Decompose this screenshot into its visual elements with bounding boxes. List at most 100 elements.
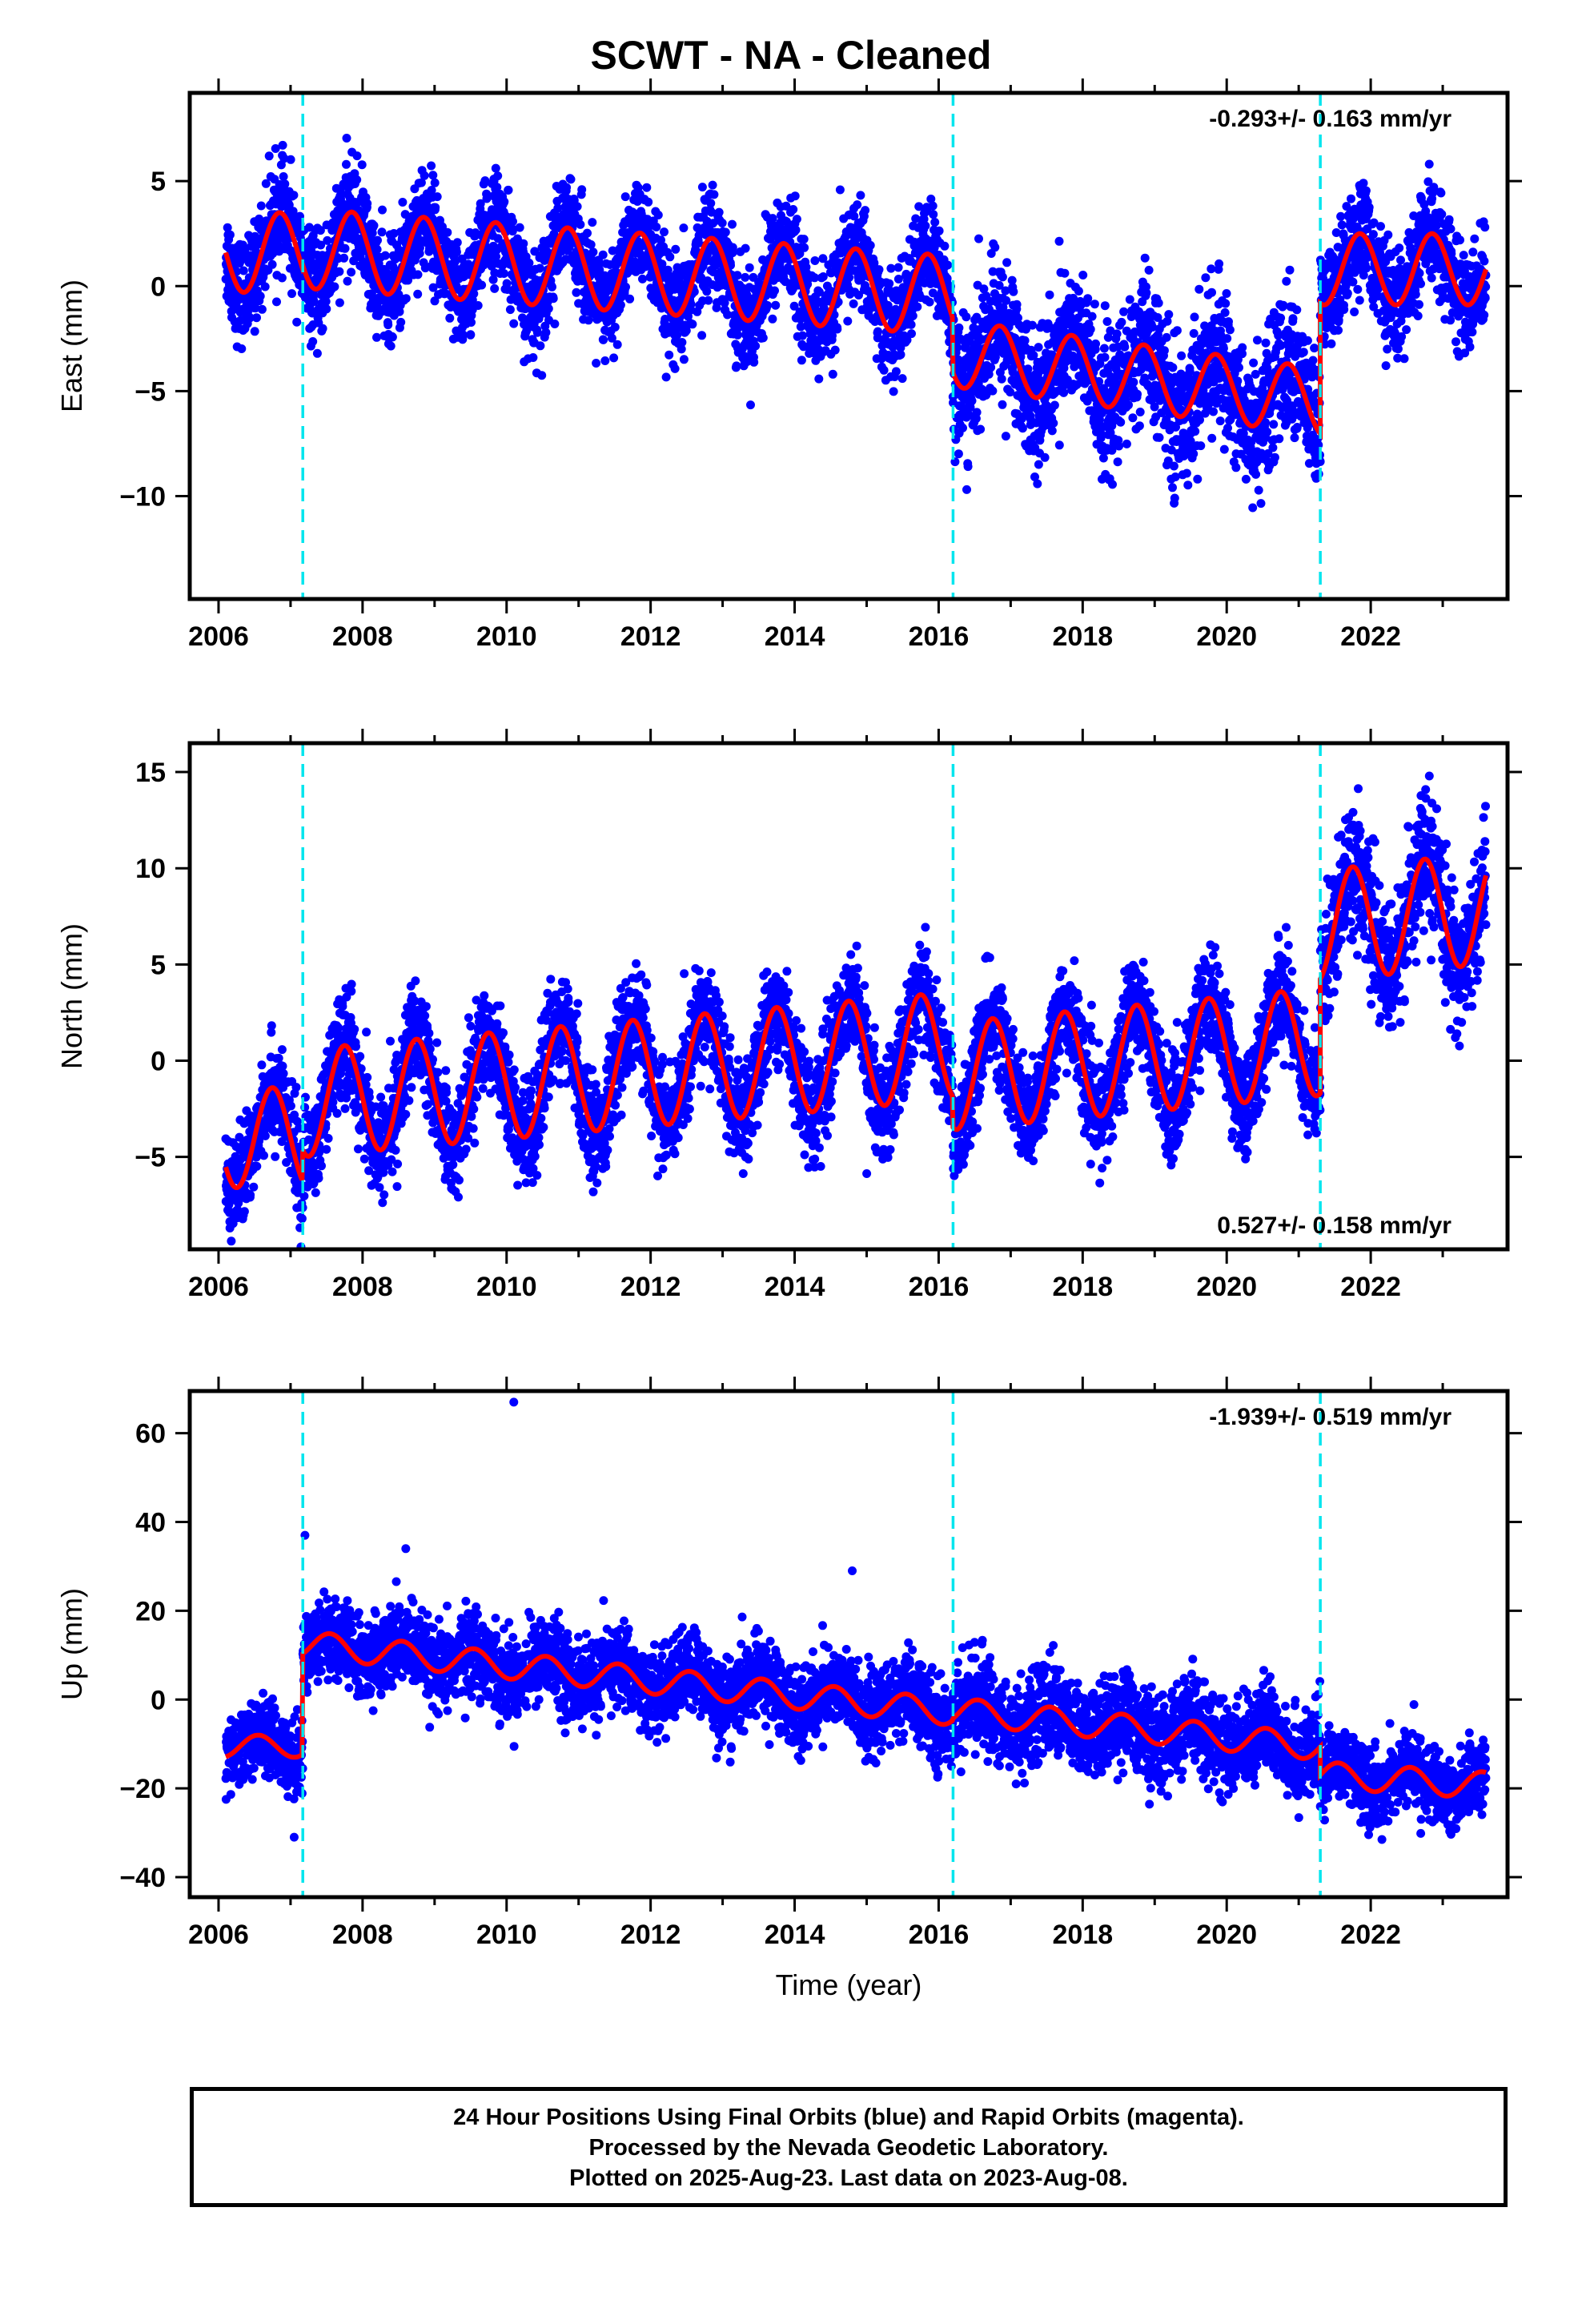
- east-data-point: [352, 151, 362, 161]
- east-data-point: [445, 313, 455, 323]
- east-data-point: [1117, 317, 1126, 327]
- east-data-point: [653, 211, 663, 219]
- east-data-point: [714, 207, 724, 217]
- east-data-point: [1193, 474, 1203, 484]
- east-data-point: [1235, 363, 1243, 372]
- east-data-point: [873, 327, 882, 336]
- east-data-point: [309, 291, 319, 300]
- east-data-point: [377, 227, 387, 237]
- east-data-point: [428, 171, 438, 180]
- east-data-point: [1233, 376, 1243, 386]
- east-data-point: [312, 348, 322, 358]
- east-data-point: [267, 259, 277, 269]
- east-data-point: [1074, 287, 1083, 296]
- east-data-point: [250, 327, 259, 336]
- east-data-point: [998, 400, 1007, 409]
- east-data-point: [401, 294, 411, 304]
- east-data-point: [889, 387, 898, 396]
- east-data-point: [849, 299, 858, 308]
- east-data-point: [1078, 271, 1088, 279]
- east-data-point: [893, 263, 903, 272]
- east-data-point: [469, 289, 479, 299]
- east-data-point: [1276, 313, 1286, 323]
- east-data-point: [315, 226, 325, 235]
- east-data-point: [349, 256, 359, 266]
- east-data-point: [810, 256, 820, 265]
- east-data-point: [357, 160, 367, 170]
- east-data-point: [1261, 338, 1271, 348]
- east-data-point: [1169, 461, 1178, 471]
- east-data-point: [1034, 460, 1043, 469]
- east-data-point: [1049, 418, 1058, 428]
- east-data-point: [1215, 259, 1224, 268]
- east-data-point: [504, 185, 513, 195]
- east-data-point: [1102, 317, 1112, 326]
- east-data-point: [998, 272, 1007, 282]
- east-data-point: [728, 243, 737, 252]
- east-data-point: [607, 333, 616, 343]
- east-data-point: [342, 134, 351, 143]
- east-data-point: [532, 328, 542, 337]
- east-data-point: [1299, 348, 1308, 357]
- east-data-point: [1083, 294, 1093, 304]
- east-data-point: [416, 178, 426, 187]
- east-data-point: [670, 364, 680, 373]
- east-data-point: [632, 197, 642, 206]
- east-data-point: [677, 338, 687, 347]
- east-data-point: [576, 219, 585, 229]
- east-data-point: [879, 365, 889, 375]
- east-data-point: [599, 335, 608, 344]
- east-data-point: [1045, 290, 1054, 300]
- east-data-point: [967, 396, 977, 405]
- east-data-point: [383, 320, 393, 330]
- east-data-point: [548, 282, 556, 292]
- east-data-point: [467, 318, 476, 327]
- east-data-point: [974, 234, 983, 243]
- east-data-point: [395, 307, 404, 316]
- east-data-point: [1238, 343, 1247, 352]
- east-data-point: [330, 282, 339, 292]
- east-data-point: [963, 462, 973, 472]
- east-data-point: [413, 289, 423, 299]
- east-data-point: [584, 316, 593, 325]
- east-data-point: [609, 353, 619, 363]
- east-data-point: [741, 243, 750, 253]
- east-data-point: [835, 185, 845, 195]
- east-data-point: [798, 331, 807, 340]
- east-data-point: [309, 297, 319, 307]
- east-data-point: [958, 423, 967, 432]
- east-data-point: [1168, 483, 1177, 493]
- east-data-point: [255, 292, 265, 301]
- east-data-point: [466, 330, 476, 340]
- east-data-point: [541, 328, 551, 337]
- east-data-point: [322, 304, 331, 314]
- east-data-point: [280, 179, 290, 189]
- east-data-point: [287, 289, 296, 299]
- east-data-point: [335, 267, 344, 276]
- east-data-point: [598, 250, 608, 259]
- east-data-point: [251, 304, 260, 313]
- east-data-point: [943, 260, 953, 270]
- east-data-point: [1028, 320, 1037, 330]
- east-data-point: [828, 369, 837, 379]
- east-data-point: [600, 271, 609, 280]
- east-data-point: [656, 235, 665, 245]
- east-data-point: [686, 300, 696, 309]
- east-data-point: [791, 225, 801, 235]
- east-data-point: [732, 361, 741, 371]
- east-data-point: [427, 186, 436, 195]
- east-data-point: [490, 283, 500, 293]
- east-data-point: [1209, 407, 1218, 416]
- east-data-point: [621, 282, 630, 292]
- east-data-point: [1119, 307, 1129, 316]
- east-data-point: [770, 286, 779, 296]
- east-data-point: [972, 408, 982, 417]
- east-points-group: [221, 134, 1491, 513]
- east-data-point: [583, 228, 592, 238]
- east-data-point: [1159, 346, 1169, 356]
- east-data-point: [566, 175, 576, 184]
- east-data-point: [763, 301, 773, 310]
- east-data-point: [369, 221, 379, 231]
- east-data-point: [277, 273, 287, 283]
- east-data-point: [1231, 463, 1241, 472]
